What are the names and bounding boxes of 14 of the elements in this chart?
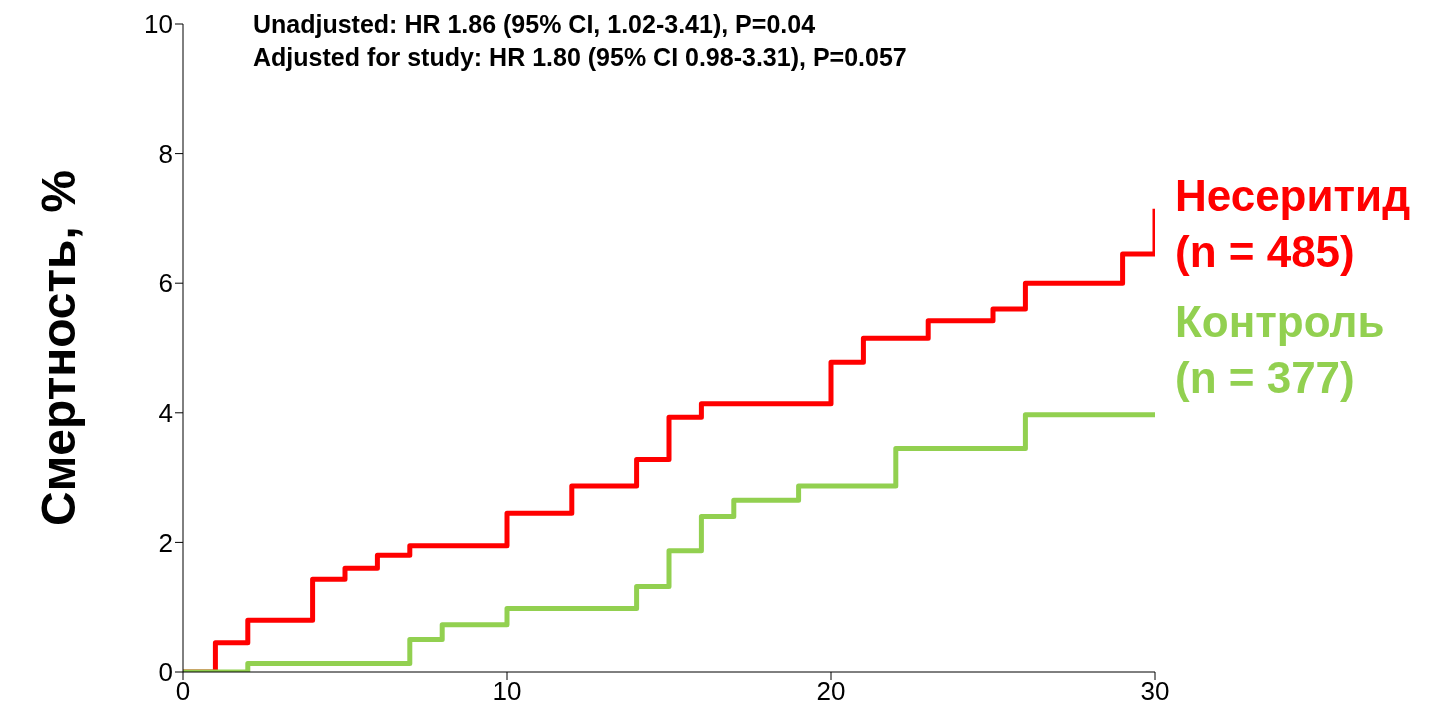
y-tick-label: 4	[158, 398, 173, 429]
y-tick-label: 8	[158, 138, 173, 169]
x-tick-label: 20	[816, 676, 846, 707]
y-tick-label: 0	[158, 657, 173, 688]
y-axis-title: Смертность, %	[32, 170, 86, 526]
series-label: Несеритид (n = 485)	[1175, 170, 1412, 278]
x-tick-label: 10	[492, 676, 522, 707]
y-tick-label: 2	[158, 527, 173, 558]
annotation: Adjusted for study: HR 1.80 (95% CI 0.98-3.31), P=0.057	[253, 42, 908, 73]
series-label: Контроль (n = 377)	[1175, 296, 1386, 404]
annotation: Unadjusted: HR 1.86 (95% CI, 1.02-3.41), P=0.04	[253, 9, 817, 40]
y-tick-label: 6	[158, 268, 173, 299]
y-tick-label: 10	[144, 9, 173, 40]
x-tick-label: 30	[1140, 676, 1170, 707]
